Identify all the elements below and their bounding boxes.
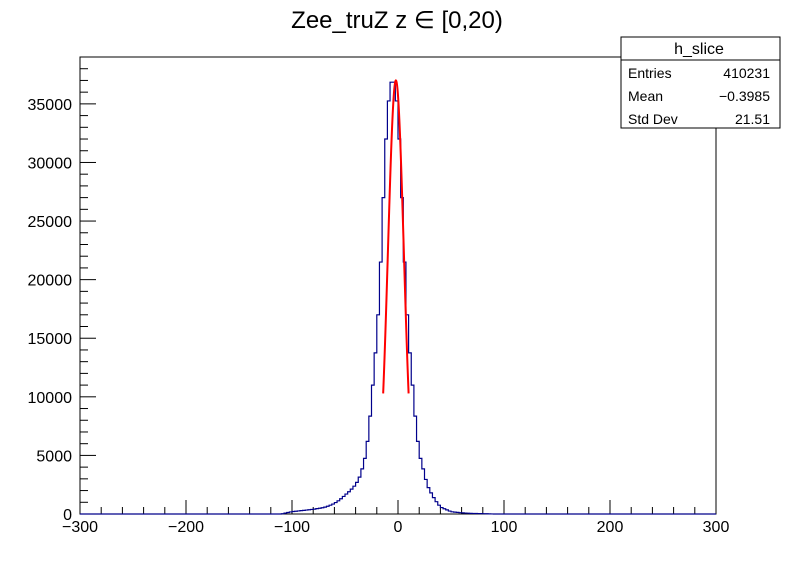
y-tick-label: 20000: [28, 273, 73, 290]
x-tick-label: −100: [274, 519, 310, 536]
y-axis: 0 5000 10000 15000 20000 25000 30000 35000: [28, 56, 96, 524]
stats-entries-value: 410231: [723, 65, 770, 81]
stats-mean-value: −0.3985: [719, 88, 770, 104]
y-tick-label: 10000: [28, 390, 73, 407]
x-tick-label: 300: [703, 519, 730, 536]
chart-title: Zee_truZ z ∈ [0,20): [291, 7, 503, 34]
x-tick-label: 100: [491, 519, 518, 536]
x-tick-label: 0: [394, 519, 403, 536]
y-tick-label: 35000: [28, 97, 73, 114]
stats-box-title: h_slice: [674, 41, 724, 58]
y-tick-label: 30000: [28, 155, 73, 172]
x-tick-label: −300: [62, 519, 98, 536]
histogram-series: [80, 81, 716, 515]
x-tick-label: 200: [597, 519, 624, 536]
y-tick-label: 5000: [36, 448, 72, 465]
stats-stddev-value: 21.51: [735, 111, 770, 127]
x-axis: −300 −200 −100 0 100 200 300: [62, 500, 729, 536]
y-tick-label: 15000: [28, 331, 73, 348]
gaussian-fit-curve: [382, 79, 410, 394]
stats-mean-label: Mean: [628, 88, 663, 104]
x-tick-label: −200: [168, 519, 204, 536]
y-tick-label: 0: [63, 507, 72, 524]
stats-entries-label: Entries: [628, 65, 672, 81]
stats-box: h_slice Entries 410231 Mean −0.3985 Std …: [620, 36, 781, 129]
y-tick-label: 25000: [28, 214, 73, 231]
stats-stddev-label: Std Dev: [628, 111, 678, 127]
